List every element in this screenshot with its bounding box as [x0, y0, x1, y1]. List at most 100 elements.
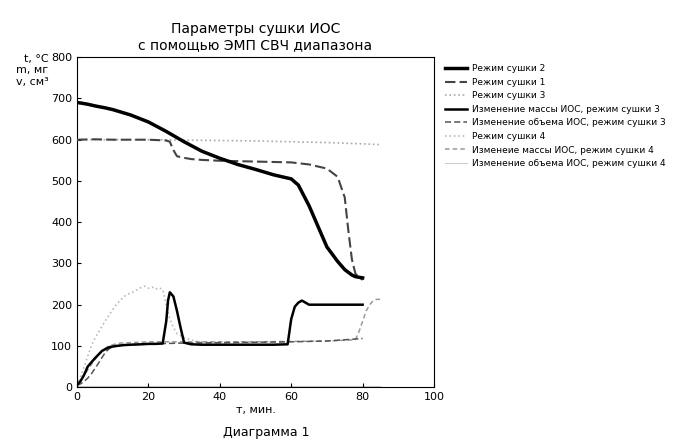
- Режим сушки 2: [102, 105, 110, 110]
- Изменение массы ИОС, режим сушки 3: [187, 341, 195, 347]
- Режим сушки 4: [76, 374, 85, 380]
- Режим сушки 2: [316, 228, 324, 233]
- Режим сушки 4: [122, 292, 131, 297]
- Режим сушки 4: [119, 295, 127, 300]
- Режим сушки 3: [108, 137, 117, 142]
- Line: Режим сушки 1: Режим сушки 1: [77, 139, 363, 280]
- Режим сушки 1: [187, 157, 195, 162]
- Режим сушки 2: [127, 112, 135, 117]
- Изменение объема ИОС, режим сушки 3: [287, 339, 295, 345]
- Режим сушки 1: [90, 137, 99, 142]
- Изменеие массы ИОС, режим сушки 4: [98, 348, 106, 354]
- Изменение объема ИОС, режим сушки 3: [73, 382, 81, 388]
- Изменение массы ИОС, режим сушки 3: [290, 304, 299, 309]
- Режим сушки 3: [251, 138, 260, 143]
- Y-axis label: t, °C
m, мг
v, см³: t, °C m, мг v, см³: [15, 54, 48, 87]
- Режим сушки 4: [148, 284, 156, 290]
- Изменение массы ИОС, режим сушки 3: [234, 342, 242, 347]
- Line: Режим сушки 2: Режим сушки 2: [77, 103, 363, 278]
- Изменение массы ИОС, режим сушки 3: [269, 342, 277, 347]
- Режим сушки 2: [216, 156, 224, 161]
- Изменение массы ИОС, режим сушки 3: [80, 372, 88, 378]
- Изменение объема ИОС, режим сушки 3: [102, 349, 110, 355]
- Изменеие массы ИОС, режим сушки 4: [365, 302, 374, 307]
- Изменение объема ИОС, режим сушки 3: [137, 341, 146, 347]
- Изменение массы ИОС, режим сушки 3: [166, 290, 174, 295]
- Изменение массы ИОС, режим сушки 3: [340, 302, 349, 307]
- Изменение массы ИОС, режим сушки 3: [305, 302, 314, 307]
- Режим сушки 4: [116, 298, 124, 303]
- Режим сушки 3: [216, 138, 224, 143]
- Режим сушки 4: [137, 285, 146, 290]
- Изменение объема ИОС, режим сушки 3: [108, 344, 117, 349]
- Режим сушки 1: [216, 158, 224, 163]
- Изменение массы ИОС, режим сушки 3: [198, 342, 206, 347]
- Режим сушки 2: [108, 107, 117, 112]
- Режим сушки 1: [287, 160, 295, 165]
- Режим сушки 3: [73, 137, 81, 142]
- Режим сушки 1: [323, 166, 331, 171]
- Режим сушки 2: [294, 183, 302, 188]
- Изменеие массы ИОС, режим сушки 4: [102, 345, 110, 351]
- Изменение массы ИОС, режим сушки 3: [119, 342, 127, 348]
- Изменение массы ИОС, режим сушки 3: [76, 378, 85, 384]
- Изменеие массы ИОС, режим сушки 4: [105, 343, 113, 348]
- Режим сушки 4: [166, 316, 174, 322]
- Изменение объема ИОС, режим сушки 4: [287, 383, 295, 389]
- Изменение массы ИОС, режим сушки 3: [98, 348, 106, 354]
- Режим сушки 1: [333, 174, 342, 180]
- Режим сушки 4: [127, 290, 135, 296]
- Изменение массы ИОС, режим сушки 3: [164, 298, 172, 303]
- Изменеие массы ИОС, режим сушки 4: [369, 298, 377, 303]
- Изменение объема ИОС, режим сушки 4: [73, 383, 81, 389]
- Изменеие массы ИОС, режим сушки 4: [108, 342, 117, 347]
- Изменение массы ИОС, режим сушки 3: [162, 319, 171, 324]
- X-axis label: т, мин.: т, мин.: [235, 405, 276, 415]
- Режим сушки 4: [73, 382, 81, 388]
- Изменеие массы ИОС, режим сушки 4: [90, 357, 99, 362]
- Режим сушки 4: [130, 289, 139, 294]
- Изменение объема ИОС, режим сушки 3: [251, 340, 260, 345]
- Изменеие массы ИОС, режим сушки 4: [73, 382, 81, 388]
- Изменение массы ИОС, режим сушки 3: [173, 308, 181, 314]
- Режим сушки 1: [73, 137, 81, 142]
- Режим сушки 1: [108, 137, 117, 142]
- Изменение массы ИОС, режим сушки 3: [287, 316, 295, 322]
- Режим сушки 2: [198, 149, 206, 154]
- Изменение объема ИОС, режим сушки 3: [180, 341, 188, 346]
- Режим сушки 4: [151, 286, 160, 292]
- Изменение массы ИОС, режим сушки 3: [180, 340, 188, 345]
- Режим сушки 4: [169, 325, 178, 330]
- Режим сушки 4: [158, 287, 167, 292]
- Изменеие массы ИОС, режим сушки 4: [80, 373, 88, 378]
- Режим сушки 4: [112, 302, 120, 307]
- Режим сушки 4: [134, 287, 142, 292]
- Line: Режим сушки 4: Режим сушки 4: [77, 286, 220, 385]
- Режим сушки 1: [169, 147, 178, 153]
- Режим сушки 1: [340, 195, 349, 200]
- Режим сушки 2: [358, 275, 367, 281]
- Режим сушки 1: [127, 137, 135, 142]
- Режим сушки 1: [358, 277, 367, 282]
- Изменение массы ИОС, режим сушки 3: [301, 300, 309, 305]
- Изменение массы ИОС, режим сушки 3: [137, 341, 146, 347]
- Режим сушки 1: [173, 154, 181, 159]
- Режим сушки 3: [144, 137, 153, 142]
- Изменение массы ИОС, режим сушки 3: [251, 342, 260, 347]
- Режим сушки 1: [180, 155, 188, 161]
- Режим сушки 2: [180, 139, 188, 144]
- Режим сушки 2: [305, 203, 314, 208]
- Изменение массы ИОС, режим сушки 3: [73, 382, 81, 388]
- Изменение объема ИОС, режим сушки 3: [144, 341, 153, 347]
- Режим сушки 4: [144, 286, 153, 291]
- Изменеие массы ИОС, режим сушки 4: [180, 339, 188, 345]
- Изменение объема ИОС, режим сушки 4: [108, 383, 117, 389]
- Режим сушки 2: [348, 272, 356, 278]
- Изменение массы ИОС, режим сушки 3: [144, 341, 153, 347]
- Изменение объема ИОС, режим сушки 3: [127, 342, 135, 347]
- Legend: Режим сушки 2, Режим сушки 1, Режим сушки 3, Изменение массы ИОС, режим сушки 3,: Режим сушки 2, Режим сушки 1, Режим сушк…: [442, 62, 668, 171]
- Изменение массы ИОС, режим сушки 3: [151, 341, 160, 347]
- Изменение массы ИОС, режим сушки 3: [216, 342, 224, 347]
- Изменение объема ИОС, режим сушки 3: [98, 355, 106, 360]
- Режим сушки 4: [98, 323, 106, 329]
